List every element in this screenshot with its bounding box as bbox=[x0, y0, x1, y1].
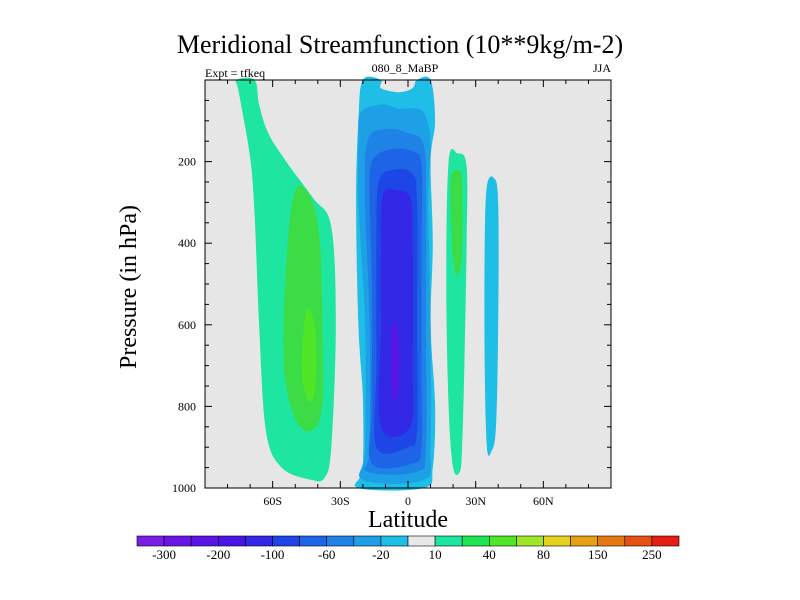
contour-regions bbox=[235, 76, 499, 491]
x-tick-label: 60N bbox=[533, 494, 554, 508]
x-tick-label: 30N bbox=[465, 494, 486, 508]
season-label: JJA bbox=[593, 61, 611, 75]
colorbar-swatch bbox=[407, 535, 436, 547]
colorbar-label: -200 bbox=[206, 547, 230, 562]
colorbar-swatch bbox=[299, 535, 328, 547]
axis-ticks bbox=[205, 80, 611, 488]
x-axis-title: Latitude bbox=[368, 507, 448, 533]
colorbar-swatch bbox=[326, 535, 355, 547]
colorbar-swatch bbox=[651, 535, 680, 547]
y-tick-label: 400 bbox=[178, 236, 196, 250]
colorbar-label: -100 bbox=[261, 547, 285, 562]
colorbar-swatch bbox=[488, 535, 517, 547]
northern-subtropical-cell-core bbox=[450, 169, 463, 276]
y-tick-labels: 200 400 600 800 1000 bbox=[172, 155, 196, 495]
colorbar-swatch bbox=[245, 535, 273, 547]
y-tick-label: 600 bbox=[178, 318, 196, 332]
colorbar-label: 150 bbox=[588, 547, 608, 562]
colorbar-label: -20 bbox=[372, 547, 389, 562]
colorbar-swatch bbox=[597, 535, 626, 547]
colorbar-swatch bbox=[624, 535, 653, 547]
colorbar-label: 80 bbox=[537, 547, 550, 562]
y-tick-label: 1000 bbox=[172, 481, 196, 495]
northern-midlatitude-cell bbox=[484, 176, 499, 456]
colorbar-swatch bbox=[190, 535, 219, 547]
y-tick-label: 200 bbox=[178, 155, 196, 169]
colorbar-label: 250 bbox=[642, 547, 662, 562]
experiment-label: Expt = tfkeq bbox=[205, 66, 265, 80]
x-tick-label: 0 bbox=[405, 494, 411, 508]
colorbar-label: -300 bbox=[152, 547, 176, 562]
southern-hemisphere-cell-core bbox=[301, 308, 317, 403]
colorbar-swatch bbox=[163, 535, 192, 547]
colorbar-swatch bbox=[380, 535, 409, 547]
chart-title: Meridional Streamfunction (10**9kg/m-2) bbox=[177, 30, 623, 59]
equatorial-cell-core bbox=[391, 321, 399, 403]
colorbar-swatch bbox=[543, 535, 571, 547]
colorbar-swatch bbox=[434, 535, 463, 547]
colorbar-label: -60 bbox=[318, 547, 335, 562]
run-label: 080_8_MaBP bbox=[372, 61, 439, 75]
y-axis-title: Pressure (in hPa) bbox=[116, 205, 142, 369]
colorbar bbox=[136, 535, 680, 547]
colorbar-swatch bbox=[353, 535, 382, 547]
colorbar-swatch bbox=[516, 535, 544, 547]
colorbar-swatch bbox=[272, 535, 300, 547]
y-tick-label: 800 bbox=[178, 399, 196, 413]
x-tick-label: 60S bbox=[263, 494, 282, 508]
equatorial-cell-ring6 bbox=[378, 188, 414, 438]
colorbar-label: 40 bbox=[483, 547, 496, 562]
x-tick-labels: 60S 30S 0 30N 60N bbox=[263, 494, 554, 508]
colorbar-labels: -300 -200 -100 -60 -20 10 40 80 150 250 bbox=[152, 547, 661, 562]
colorbar-swatch bbox=[461, 535, 490, 547]
colorbar-swatch bbox=[218, 535, 246, 547]
colorbar-label: 10 bbox=[429, 547, 442, 562]
colorbar-swatch bbox=[570, 535, 598, 547]
colorbar-swatch bbox=[136, 535, 165, 547]
x-tick-label: 30S bbox=[331, 494, 350, 508]
